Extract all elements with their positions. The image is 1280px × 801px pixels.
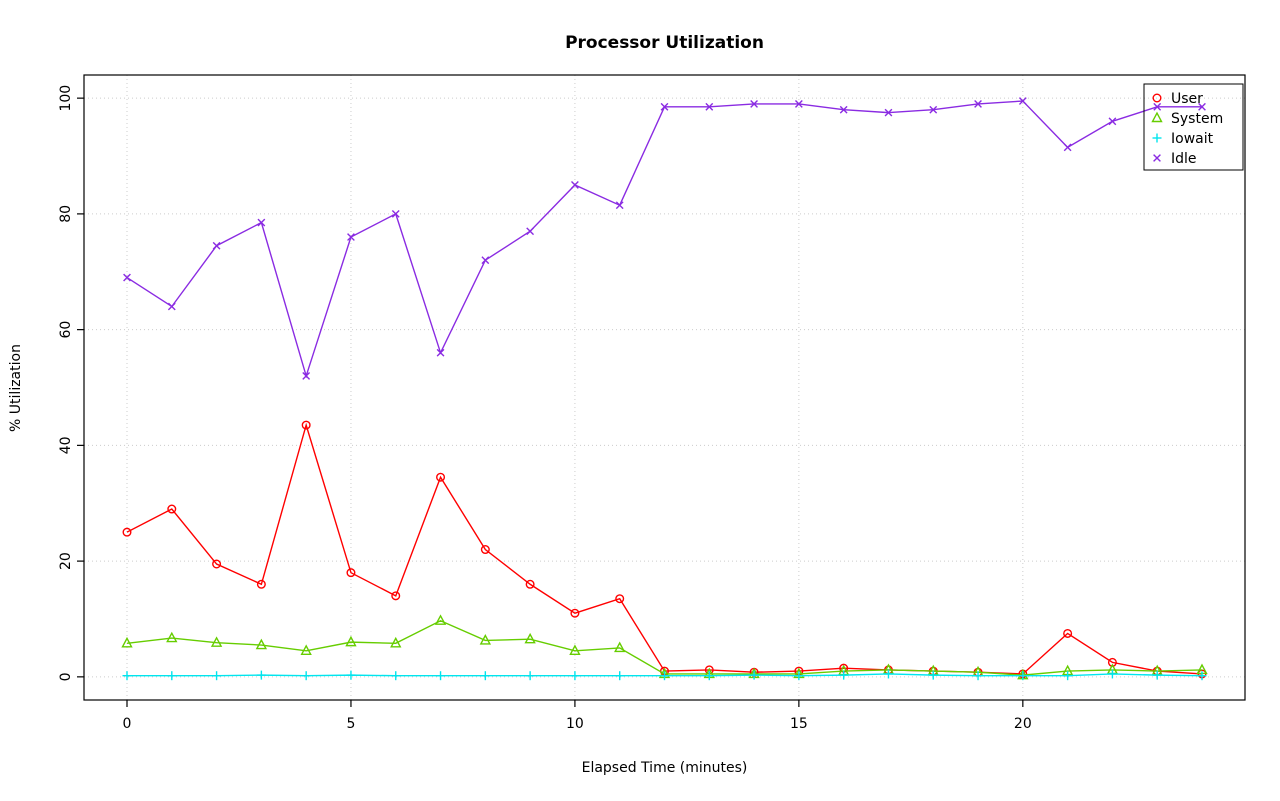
marker-circle (346, 568, 356, 578)
series-iowait (122, 669, 1207, 681)
marker-x (750, 100, 758, 108)
marker-circle (436, 472, 446, 482)
marker-x (123, 273, 131, 282)
x-tick-label: 15 (790, 716, 808, 732)
marker-circle (256, 579, 266, 589)
marker-x (526, 227, 535, 236)
chart-title: Processor Utilization (565, 33, 764, 53)
legend: User System Iowait Idle (1143, 83, 1244, 171)
marker-x (1153, 102, 1162, 111)
marker-triangle (524, 632, 536, 644)
marker-triangle (1151, 111, 1163, 123)
marker-x (1198, 102, 1206, 111)
marker-x (884, 108, 893, 117)
marker-x (1063, 143, 1072, 152)
series-line (126, 100, 1202, 379)
marker-circle (615, 594, 625, 604)
marker-circle (167, 504, 177, 514)
x-tick-label: 5 (346, 716, 355, 732)
marker-x (705, 102, 714, 111)
x-tick-label: 10 (566, 716, 584, 732)
series-system (121, 614, 1208, 680)
marker-x (167, 302, 176, 311)
marker-triangle (569, 644, 581, 656)
marker-circle (391, 591, 401, 601)
marker-circle (480, 545, 490, 555)
marker-x (481, 256, 490, 265)
marker-triangle (614, 641, 626, 653)
series-idle (123, 97, 1206, 380)
marker-circle (1152, 93, 1162, 103)
series-line (126, 422, 1203, 675)
legend-label-iowait: Iowait (1171, 131, 1214, 147)
marker-circle (1063, 628, 1073, 638)
marker-x (1108, 117, 1117, 126)
x-tick-label: 0 (123, 716, 132, 732)
marker-triangle (210, 636, 223, 647)
legend-label-system: System (1171, 111, 1223, 127)
marker-x (839, 105, 848, 114)
legend-label-idle: Idle (1171, 151, 1197, 167)
legend-label-user: User (1171, 91, 1203, 107)
marker-x (1018, 97, 1027, 105)
marker-triangle (434, 614, 447, 625)
marker-circle (122, 527, 132, 537)
y-tick-label: 40 (58, 436, 74, 454)
marker-x (660, 102, 669, 111)
marker-triangle (479, 634, 492, 645)
marker-x (571, 181, 579, 189)
series-user (122, 420, 1207, 679)
marker-x (615, 201, 624, 210)
marker-x (212, 241, 221, 250)
marker-triangle (255, 638, 268, 650)
marker-triangle (166, 631, 178, 643)
y-tick-label: 100 (58, 85, 74, 112)
x-tick-label: 20 (1014, 716, 1032, 732)
y-tick-label: 0 (58, 672, 74, 681)
x-axis-label: Elapsed Time (minutes) (581, 760, 748, 776)
marker-x (436, 348, 445, 357)
marker-circle (301, 420, 311, 430)
marker-triangle (345, 635, 357, 647)
y-tick-label: 20 (58, 552, 74, 570)
marker-triangle (300, 644, 312, 656)
marker-x (794, 100, 803, 108)
plot-border (83, 74, 1246, 701)
marker-x (391, 209, 400, 218)
marker-triangle (390, 636, 402, 648)
marker-x (929, 105, 938, 114)
marker-circle (570, 608, 580, 618)
marker-circle (525, 579, 535, 589)
marker-circle (212, 559, 222, 569)
legend-box (1143, 83, 1244, 171)
marker-x (1153, 154, 1161, 162)
marker-triangle (121, 636, 133, 648)
marker-x (257, 218, 266, 227)
y-tick-label: 80 (58, 205, 74, 223)
y-tick-label: 60 (58, 321, 74, 339)
marker-x (974, 100, 982, 108)
marker-x (302, 372, 311, 380)
marker-x (347, 233, 355, 241)
